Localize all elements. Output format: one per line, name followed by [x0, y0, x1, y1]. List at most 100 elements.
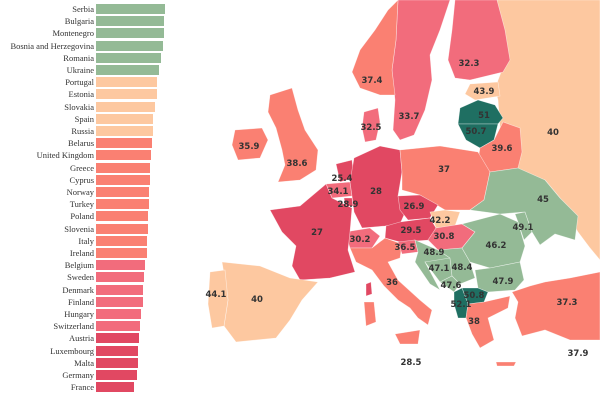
region-switzerland	[344, 227, 381, 249]
bar	[96, 382, 134, 393]
region-slovakia	[429, 209, 461, 229]
bar-row: Greece	[0, 162, 175, 174]
map-value-label: 40	[251, 295, 263, 305]
bar-label: Finland	[68, 296, 94, 307]
map-value-label: 34.1	[328, 187, 349, 197]
map-value-label: 29.5	[401, 226, 422, 236]
bar	[96, 345, 138, 356]
map-value-label: 33.7	[399, 112, 420, 122]
bar-label: Serbia	[72, 4, 94, 14]
bar	[96, 309, 141, 319]
bar-row: Estonia	[0, 88, 175, 100]
bar	[96, 199, 149, 210]
bar-label: United Kingdom	[36, 150, 94, 161]
map-value-label: 30.8	[434, 232, 455, 242]
map-value-label: 27	[311, 228, 323, 238]
bar-row: Switzerland	[0, 320, 175, 332]
bar-label: Cyprus	[69, 174, 94, 185]
bar-row: Belarus	[0, 137, 175, 149]
region-sicily	[394, 329, 421, 345]
map-value-label: 47.9	[493, 277, 514, 287]
bar	[96, 150, 151, 161]
bar-row: Malta	[0, 357, 175, 369]
bar-label: Ireland	[69, 248, 94, 258]
bar-label: Poland	[70, 211, 94, 222]
bar	[96, 174, 150, 185]
bar-row: Luxembourg	[0, 345, 175, 357]
map-value-label: 47.1	[429, 264, 450, 274]
bar	[96, 260, 145, 271]
bar-row: Serbia	[0, 3, 175, 15]
bar-row: Denmark	[0, 284, 175, 296]
bar	[96, 211, 148, 222]
map-value-label: 49.1	[513, 223, 534, 233]
bar-label: Belgium	[64, 260, 94, 271]
bar	[96, 296, 143, 307]
bar-label: Bulgaria	[64, 16, 94, 27]
region-corsica	[365, 281, 373, 297]
bar-chart: Serbia Bulgaria Montenegro Bosnia and Herze…	[0, 0, 175, 400]
bar	[96, 77, 157, 88]
map-value-label: 28	[370, 187, 382, 197]
bar-label: Denmark	[62, 284, 94, 295]
bar-row: Turkey	[0, 198, 175, 210]
bar-row: United Kingdom	[0, 149, 175, 161]
map-value-label: 51	[478, 111, 490, 121]
map-value-label: 25.4	[332, 174, 353, 184]
bar-row: Bosnia and Herzegovina	[0, 40, 175, 52]
bar-label: Estonia	[68, 89, 95, 100]
bar-row: Italy	[0, 235, 175, 247]
bar-row: Russia	[0, 125, 175, 137]
bar-row: Montenegro	[0, 27, 175, 39]
bar-label: Portugal	[65, 77, 94, 88]
bar	[96, 138, 152, 149]
bar-label: Montenegro	[52, 28, 94, 39]
bar-row: Portugal	[0, 76, 175, 88]
bar	[96, 333, 139, 344]
bar	[96, 113, 153, 124]
region-norway	[351, 0, 399, 96]
region-ukraine	[469, 167, 579, 246]
region-uk	[267, 87, 319, 183]
bar-label: Russia	[71, 126, 94, 136]
bar	[96, 162, 150, 173]
map-value-label: 32.5	[361, 123, 382, 133]
bar-row: Spain	[0, 113, 175, 125]
bar-row: Hungary	[0, 308, 175, 320]
bar-label: Romania	[63, 52, 94, 63]
bar	[96, 284, 143, 295]
bar-row: Poland	[0, 210, 175, 222]
bar	[96, 126, 153, 136]
bar	[96, 357, 138, 368]
region-turkey	[511, 271, 600, 341]
bar-label: Austria	[68, 333, 94, 344]
map-value-label: 39.6	[492, 144, 513, 154]
bar	[96, 40, 163, 51]
region-crete	[495, 361, 517, 367]
map-value-label: 32.3	[459, 59, 480, 69]
bar	[96, 16, 164, 27]
bar-row: Finland	[0, 296, 175, 308]
bar-row: Germany	[0, 369, 175, 381]
map-value-label: 48.4	[452, 263, 473, 273]
bar	[96, 248, 147, 258]
map-value-label: 48.9	[424, 248, 445, 258]
map-value-label: 38.6	[287, 159, 308, 169]
bar-row: Slovenia	[0, 223, 175, 235]
bar-label: Hungary	[64, 309, 94, 319]
map-value-label: 36.5	[395, 243, 416, 253]
map-value-label: 46.2	[486, 241, 507, 251]
bar-row: Sweden	[0, 271, 175, 283]
bar-row: Slovakia	[0, 101, 175, 113]
bar-label: Malta	[74, 357, 94, 368]
bar-label: Greece	[69, 162, 94, 173]
bar-label: Norway	[66, 187, 94, 197]
bar-row: Ireland	[0, 247, 175, 259]
bar-row: Norway	[0, 186, 175, 198]
bar-label: Spain	[74, 113, 94, 124]
map-value-label: 43.9	[474, 87, 495, 97]
map-value-label: 35.9	[239, 142, 260, 152]
map-value-label: 26.9	[404, 202, 425, 212]
bar-label: Luxembourg	[50, 345, 94, 356]
region-montenegro	[439, 275, 461, 293]
